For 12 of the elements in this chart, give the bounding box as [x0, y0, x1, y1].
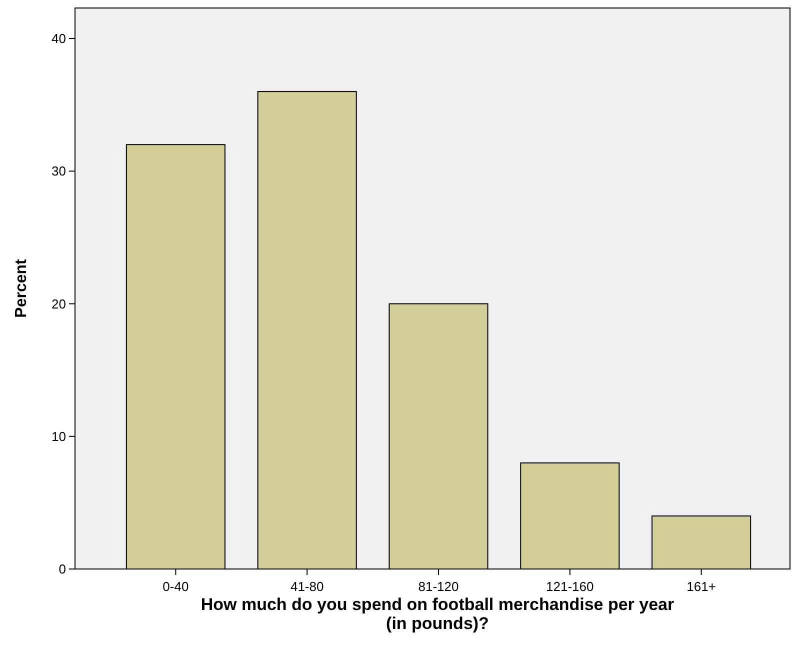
x-axis-title: How much do you spend on football merchandise per year (in pounds)? — [200, 595, 675, 633]
x-tick-label: 121-160 — [546, 579, 594, 594]
y-axis-title: Percent — [13, 258, 30, 318]
y-tick-label: 40 — [52, 31, 66, 46]
x-tick-label: 161+ — [686, 579, 716, 594]
x-tick-label: 41-80 — [290, 579, 324, 594]
y-tick-label: 20 — [52, 296, 66, 312]
x-tick-label: 81-120 — [418, 579, 459, 594]
y-tick-label: 30 — [52, 164, 66, 179]
y-tick-label: 0 — [58, 562, 66, 577]
x-tick-label: 0-40 — [162, 579, 189, 594]
y-tick-label: 10 — [52, 428, 66, 444]
